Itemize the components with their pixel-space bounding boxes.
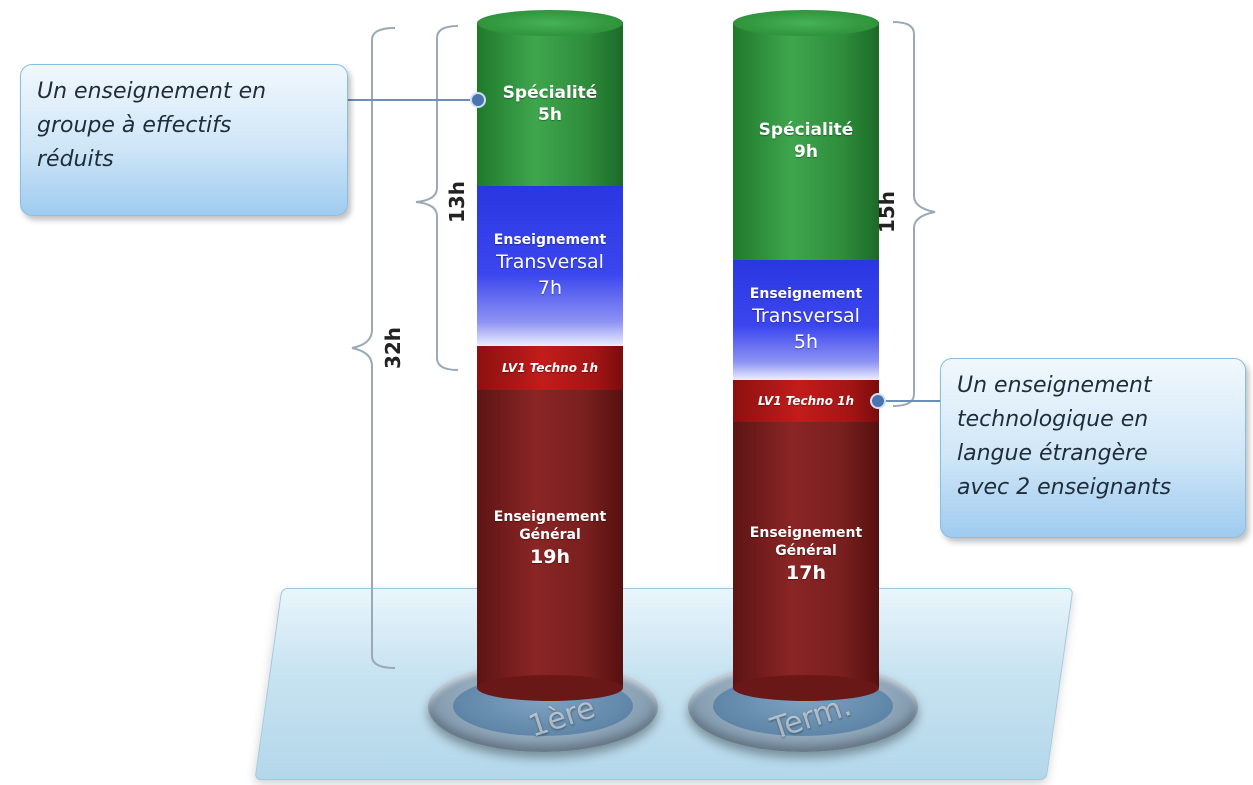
callout-right-line1: Un enseignement <box>957 373 1152 398</box>
segment-transversal-1ere: Enseignement Transversal 7h <box>477 186 623 346</box>
total-label-32h: 32h <box>381 326 405 370</box>
cylinder-1ere: Spécialité 5h Enseignement Transversal 7… <box>477 10 623 701</box>
connector-dot-left <box>470 92 486 108</box>
callout-right-line4: avec 2 enseignants <box>957 475 1172 500</box>
specialite-title: Spécialité <box>758 120 854 140</box>
cylinder-1ere-bottom <box>477 675 623 701</box>
specialite-hours: 9h <box>794 142 818 162</box>
callout-left-line1: Un enseignement en <box>37 79 267 104</box>
callout-left-line3: réduits <box>37 147 114 172</box>
general-hours: 19h <box>530 546 570 568</box>
general-line1: Enseignement <box>749 525 863 541</box>
bracket-label-13h: 13h <box>445 180 469 224</box>
specialite-hours: 5h <box>538 105 562 125</box>
callout-right-line2: technologique en <box>957 407 1149 432</box>
segment-specialite-term: Spécialité 9h <box>733 22 879 260</box>
connector-dot-right <box>870 393 886 409</box>
callout-right: Un enseignement technologique en langue … <box>940 358 1246 538</box>
transversal-hours: 5h <box>793 331 819 353</box>
callout-right-line3: langue étrangère <box>957 441 1148 466</box>
bracket-label-15h: 15h <box>875 190 899 234</box>
lv1-label: LV1 Techno 1h <box>501 361 599 375</box>
segment-transversal-term: Enseignement Transversal 5h <box>733 260 879 380</box>
cylinder-term-top <box>733 10 879 36</box>
general-line2: Général <box>519 527 581 543</box>
cylinder-term: Spécialité 9h Enseignement Transversal 5… <box>733 10 879 701</box>
lv1-label: LV1 Techno 1h <box>757 394 855 408</box>
bracket-32h <box>351 27 396 669</box>
segment-lv1-1ere: LV1 Techno 1h <box>477 346 623 390</box>
cylinder-1ere-top <box>477 10 623 36</box>
segment-general-term: Enseignement Général 17h <box>733 422 879 688</box>
cylinder-term-bottom <box>733 675 879 701</box>
specialite-title: Spécialité <box>502 83 598 103</box>
transversal-line2: Transversal <box>496 251 604 273</box>
transversal-hours: 7h <box>537 277 563 299</box>
bracket-15h <box>892 21 936 407</box>
general-hours: 17h <box>786 562 826 584</box>
segment-lv1-term: LV1 Techno 1h <box>733 380 879 422</box>
transversal-line1: Enseignement <box>493 232 607 248</box>
segment-general-1ere: Enseignement Général 19h <box>477 390 623 688</box>
bracket-13h <box>415 25 459 371</box>
transversal-line2: Transversal <box>752 305 860 327</box>
callout-left: Un enseignement en groupe à effectifs ré… <box>20 64 348 216</box>
segment-specialite-1ere: Spécialité 5h <box>477 22 623 186</box>
general-line1: Enseignement <box>493 509 607 525</box>
general-line2: Général <box>775 543 837 559</box>
transversal-line1: Enseignement <box>749 286 863 302</box>
callout-left-line2: groupe à effectifs <box>37 113 232 138</box>
